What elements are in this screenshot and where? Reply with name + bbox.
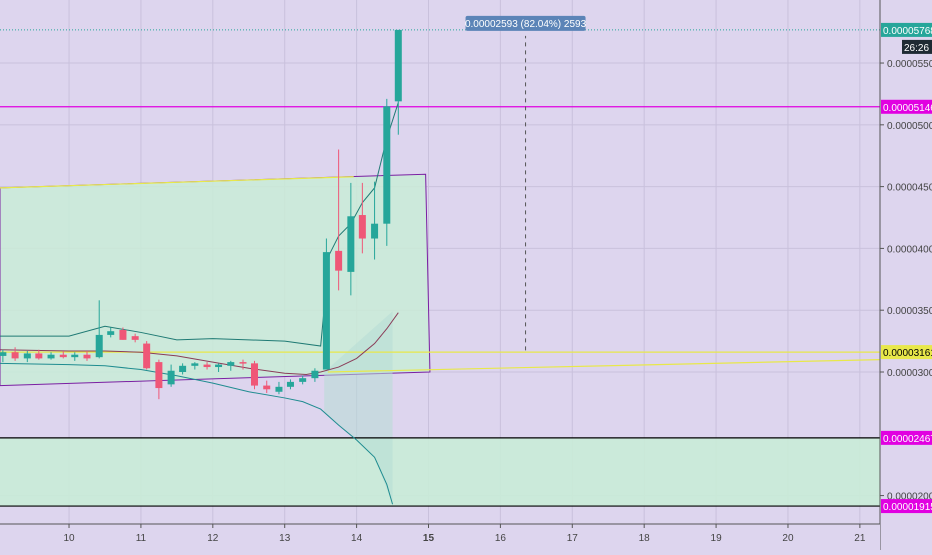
time-axis-label: 17	[567, 533, 579, 544]
candle-body[interactable]	[335, 250, 343, 271]
support-zone	[0, 437, 880, 507]
candle-body[interactable]	[71, 354, 79, 358]
candle-body[interactable]	[275, 386, 283, 392]
price-tag-label: 0.00003161	[883, 348, 932, 359]
time-axis-label: 16	[495, 533, 507, 544]
trend-line[interactable]	[0, 176, 354, 189]
time-axis-label: 21	[854, 533, 866, 544]
candle-body[interactable]	[203, 364, 211, 368]
candle-body[interactable]	[299, 378, 307, 382]
candle-body[interactable]	[227, 362, 235, 366]
price-tag-label: 0.00005146	[883, 103, 932, 114]
price-tag-box	[881, 22, 932, 37]
candle-body[interactable]	[322, 252, 330, 370]
candle-body[interactable]	[394, 29, 402, 102]
time-axis-panel	[0, 524, 880, 550]
candle-body[interactable]	[11, 352, 19, 359]
measure-label: 0.00002593 (82.04%) 2593	[465, 19, 587, 30]
time-axis-label: 13	[279, 533, 291, 544]
price-axis-panel	[880, 0, 932, 550]
candle-body[interactable]	[251, 363, 259, 386]
price-tag-box	[902, 39, 932, 54]
candle-body[interactable]	[179, 365, 187, 372]
candle-body[interactable]	[383, 106, 391, 224]
time-axis-label: 15	[423, 533, 435, 544]
candle-body[interactable]	[131, 336, 139, 340]
time-axis-label: 12	[207, 533, 219, 544]
candle-body[interactable]	[191, 363, 199, 366]
time-axis-label: 19	[711, 533, 723, 544]
candle-body[interactable]	[23, 353, 31, 359]
price-tag-box	[881, 430, 932, 445]
candle-body[interactable]	[155, 362, 163, 389]
price-tag-box	[881, 345, 932, 360]
price-tag-label: 0.00001915	[883, 502, 932, 513]
time-axis-label: 10	[63, 533, 75, 544]
trend-line[interactable]	[327, 359, 881, 373]
candle-body[interactable]	[95, 334, 103, 358]
candle-body[interactable]	[83, 354, 91, 359]
candle-body[interactable]	[167, 370, 175, 385]
candle-body[interactable]	[347, 216, 355, 272]
candles	[0, 29, 402, 400]
candle-body[interactable]	[35, 353, 43, 359]
price-tag-label: 26:26	[904, 43, 929, 54]
candle-body[interactable]	[143, 343, 151, 369]
volatility-shade	[324, 311, 393, 505]
candle-body[interactable]	[215, 364, 223, 368]
price-tag-label: 0.00002467	[883, 434, 932, 445]
candle-body[interactable]	[107, 331, 115, 335]
candle-body[interactable]	[119, 329, 127, 340]
time-axis-label: 11	[136, 533, 147, 544]
price-tag-label: 0.00005768	[883, 26, 932, 37]
candle-body[interactable]	[47, 354, 55, 359]
bollinger-lower	[0, 362, 394, 505]
candle-body[interactable]	[286, 381, 294, 387]
candle-body[interactable]	[59, 354, 67, 358]
time-axis-label: 18	[639, 533, 651, 544]
candle-body[interactable]	[239, 362, 247, 364]
price-tag-box	[881, 499, 932, 514]
candle-body[interactable]	[263, 385, 271, 390]
time-axis-label: 20	[782, 533, 794, 544]
measure-label-box	[465, 15, 586, 31]
bollinger-basis	[0, 312, 399, 375]
candle-body[interactable]	[358, 215, 366, 239]
candle-body[interactable]	[311, 370, 319, 379]
time-axis-label: 14	[351, 533, 363, 544]
candle-body[interactable]	[371, 223, 379, 239]
candle-body[interactable]	[0, 352, 7, 356]
price-tag-box	[881, 99, 932, 114]
